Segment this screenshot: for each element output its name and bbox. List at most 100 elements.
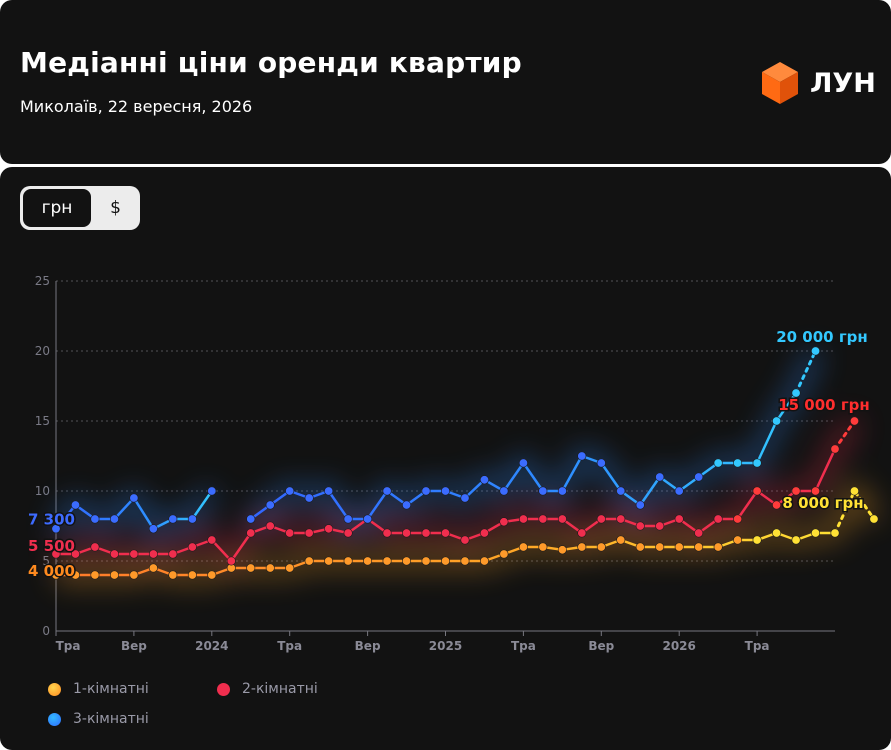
data-point <box>70 549 80 559</box>
data-point <box>752 486 762 496</box>
x-tick-label: Вер <box>121 639 147 653</box>
legend-item-3-room[interactable]: 3-кімнатні <box>48 711 149 727</box>
data-point <box>577 542 587 552</box>
data-point <box>518 514 528 524</box>
data-point <box>207 535 217 545</box>
data-point <box>382 486 392 496</box>
currency-uah-button[interactable]: грн <box>23 189 91 227</box>
series-end-label: 15 000 грн <box>778 396 870 414</box>
data-point <box>849 486 859 496</box>
data-point <box>90 542 100 552</box>
legend-label-2-room: 2-кімнатні <box>242 681 318 697</box>
data-point <box>772 416 782 426</box>
data-point <box>90 570 100 580</box>
data-point <box>791 388 801 398</box>
data-point <box>772 500 782 510</box>
data-point <box>246 528 256 538</box>
data-point <box>90 514 100 524</box>
data-point <box>51 570 61 580</box>
data-point <box>109 570 119 580</box>
data-point <box>207 486 217 496</box>
data-point <box>518 542 528 552</box>
data-point <box>402 500 412 510</box>
y-tick-label: 0 <box>42 624 50 638</box>
data-point <box>187 514 197 524</box>
currency-usd-button[interactable]: $ <box>110 198 121 218</box>
legend-swatch-2-room <box>217 682 230 696</box>
cube-logo-icon <box>762 62 798 104</box>
data-point <box>421 528 431 538</box>
data-point <box>616 535 626 545</box>
data-point <box>538 514 548 524</box>
currency-toggle[interactable]: грн $ <box>20 186 140 230</box>
series-forecast-line <box>833 488 876 535</box>
y-tick-label: 20 <box>35 344 50 358</box>
data-point <box>479 556 489 566</box>
data-point <box>285 528 295 538</box>
data-point <box>713 514 723 524</box>
data-point <box>499 486 509 496</box>
data-point <box>343 514 353 524</box>
legend-label-1-room: 1-кімнатні <box>73 681 149 697</box>
data-point <box>109 549 119 559</box>
data-point <box>830 444 840 454</box>
data-point <box>479 528 489 538</box>
data-point <box>363 556 373 566</box>
data-point <box>557 514 567 524</box>
data-point <box>674 514 684 524</box>
data-point <box>655 521 665 531</box>
legend-swatch-1-room <box>48 682 61 696</box>
x-tick-label: Вер <box>355 639 381 653</box>
x-tick-label: Тра <box>56 639 81 653</box>
brand-name: ЛУН <box>810 67 876 99</box>
data-point <box>402 528 412 538</box>
data-point <box>382 528 392 538</box>
data-point <box>733 535 743 545</box>
data-point <box>811 528 821 538</box>
data-point <box>265 563 275 573</box>
y-tick-label: 15 <box>35 414 50 428</box>
data-point <box>596 514 606 524</box>
data-point <box>129 549 139 559</box>
data-point <box>557 486 567 496</box>
data-point <box>343 528 353 538</box>
legend-item-1-room[interactable]: 1-кімнатні <box>48 681 149 697</box>
data-point <box>479 475 489 485</box>
series-end-label: 20 000 грн <box>776 328 868 346</box>
data-point <box>440 486 450 496</box>
data-point <box>168 570 178 580</box>
brand-logo[interactable]: ЛУН <box>760 60 876 106</box>
data-point <box>849 416 859 426</box>
page-subtitle: Миколаїв, 22 вересня, 2026 <box>20 97 253 116</box>
data-point <box>772 528 782 538</box>
data-point <box>655 542 665 552</box>
series-start-label: 7 300 <box>28 510 75 528</box>
data-point <box>265 521 275 531</box>
data-point <box>635 500 645 510</box>
data-point <box>869 514 879 524</box>
data-point <box>674 486 684 496</box>
data-point <box>343 556 353 566</box>
series-forecast-line <box>794 349 817 395</box>
data-point <box>440 528 450 538</box>
data-point <box>499 517 509 527</box>
data-point <box>70 500 80 510</box>
data-point <box>187 542 197 552</box>
data-point <box>518 458 528 468</box>
legend-swatch-3-room <box>48 712 61 726</box>
data-point <box>694 472 704 482</box>
legend-item-2-room[interactable]: 2-кімнатні <box>217 681 318 697</box>
series-label-layer: 4 000 8 000 грн 5 500 15 000 грн 7 300 20 000… <box>27 327 872 582</box>
data-point <box>363 514 373 524</box>
y-tick-label: 5 <box>42 554 50 568</box>
data-point <box>674 542 684 552</box>
data-point <box>246 563 256 573</box>
data-point <box>148 524 158 534</box>
data-point <box>324 524 334 534</box>
data-point <box>499 549 509 559</box>
data-point <box>577 528 587 538</box>
data-point <box>752 458 762 468</box>
data-point <box>265 500 275 510</box>
